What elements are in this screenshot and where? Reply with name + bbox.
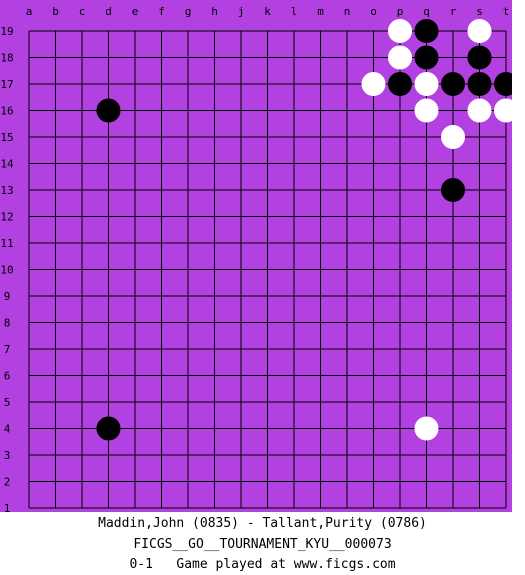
white-stone — [414, 416, 439, 441]
white-stone — [467, 98, 492, 123]
column-label: g — [185, 5, 192, 18]
column-label: c — [79, 5, 86, 18]
column-label: e — [132, 5, 139, 18]
black-stone — [441, 178, 465, 202]
row-label: 3 — [4, 449, 11, 462]
row-label: 13 — [0, 184, 13, 197]
column-label: o — [370, 5, 377, 18]
column-label: q — [423, 5, 430, 18]
go-board: a b c d e f g h j k l m n o p q r s t 19 18 17 16 15 14 13 12 11 10 9… — [0, 0, 512, 512]
row-label: 7 — [4, 343, 11, 356]
column-label: r — [450, 5, 457, 18]
row-label: 5 — [4, 396, 11, 409]
white-stone — [361, 72, 386, 96]
black-stone — [494, 72, 512, 96]
black-stone — [388, 72, 412, 96]
tournament-caption: FICGS__GO__TOURNAMENT_KYU__000073 — [133, 537, 392, 552]
row-label: 17 — [0, 78, 13, 91]
white-stone — [388, 45, 412, 70]
result-caption: 0-1 Game played at www.ficgs.com — [129, 557, 396, 572]
row-label: 1 — [4, 502, 11, 512]
row-label: 9 — [4, 290, 11, 303]
white-stone — [414, 98, 439, 123]
column-label: j — [238, 5, 245, 18]
row-label: 16 — [0, 105, 13, 118]
row-label: 8 — [4, 317, 11, 330]
column-label: b — [52, 5, 59, 18]
players-caption: Maddin,John (0835) - Tallant,Purity (078… — [98, 516, 427, 531]
black-stone — [96, 98, 121, 123]
white-stone — [414, 72, 439, 96]
column-label: a — [26, 5, 33, 18]
row-label: 12 — [0, 211, 13, 224]
row-label: 10 — [0, 264, 13, 277]
row-label: 15 — [0, 131, 13, 144]
column-label: f — [158, 5, 165, 18]
row-label: 2 — [4, 476, 11, 489]
black-stone — [96, 416, 121, 441]
white-stone — [494, 98, 512, 123]
row-label: 4 — [4, 423, 11, 436]
row-label: 14 — [0, 158, 14, 171]
column-label: d — [105, 5, 112, 18]
black-stone — [414, 45, 439, 70]
row-label: 6 — [4, 370, 11, 383]
row-label: 18 — [0, 52, 13, 65]
black-stone — [467, 72, 492, 96]
column-label: k — [264, 5, 271, 18]
column-label: n — [344, 5, 351, 18]
column-label: t — [503, 5, 510, 18]
row-label: 11 — [0, 237, 13, 250]
white-stone — [467, 19, 492, 43]
white-stone — [441, 125, 465, 149]
column-label: l — [291, 5, 298, 18]
column-label: s — [476, 5, 483, 18]
white-stone — [388, 19, 412, 43]
black-stone — [467, 45, 492, 70]
board-grid: a b c d e f g h j k l m n o p q r s t191817161514131211109… — [0, 5, 512, 512]
black-stone — [414, 19, 439, 43]
column-label: m — [317, 5, 324, 18]
column-label: p — [397, 5, 404, 18]
black-stone — [441, 72, 465, 96]
column-label: h — [211, 5, 218, 18]
row-label: 19 — [0, 25, 13, 38]
